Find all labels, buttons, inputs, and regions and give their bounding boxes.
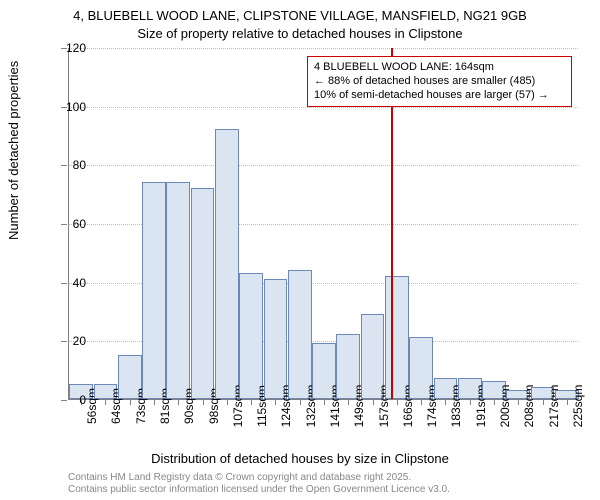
x-tick (348, 399, 349, 405)
x-tick (105, 399, 106, 405)
x-tick (494, 399, 495, 405)
y-tick-label: 20 (73, 334, 86, 348)
x-tick (324, 399, 325, 405)
y-tick (61, 400, 67, 401)
x-tick (154, 399, 155, 405)
x-tick (373, 399, 374, 405)
chart-plot-area: 56sqm64sqm73sqm81sqm90sqm98sqm107sqm115s… (68, 48, 578, 400)
annotation-box: 4 BLUEBELL WOOD LANE: 164sqm← 88% of det… (307, 56, 572, 107)
annotation-line: 10% of semi-detached houses are larger (… (314, 89, 565, 103)
x-tick (178, 399, 179, 405)
x-tick (300, 399, 301, 405)
x-tick (518, 399, 519, 405)
title-line-2: Size of property relative to detached ho… (0, 26, 600, 41)
y-tick-label: 100 (66, 100, 86, 114)
x-tick (445, 399, 446, 405)
x-tick (251, 399, 252, 405)
y-tick (61, 283, 67, 284)
x-tick (421, 399, 422, 405)
x-tick (470, 399, 471, 405)
attribution-line-1: Contains HM Land Registry data © Crown c… (68, 472, 450, 484)
attribution-line-2: Contains public sector information licen… (68, 484, 450, 496)
y-axis-label: Number of detached properties (6, 61, 21, 240)
x-tick (130, 399, 131, 405)
x-tick (543, 399, 544, 405)
gridline (69, 48, 578, 49)
histogram-bar (166, 182, 190, 399)
x-tick (275, 399, 276, 405)
x-tick (227, 399, 228, 405)
histogram-bar (215, 129, 239, 399)
y-tick-label: 120 (66, 41, 86, 55)
histogram-bar (288, 270, 312, 399)
y-tick-label: 40 (73, 276, 86, 290)
annotation-line: ← 88% of detached houses are smaller (48… (314, 75, 565, 89)
histogram-bar (191, 188, 215, 399)
title-line-1: 4, BLUEBELL WOOD LANE, CLIPSTONE VILLAGE… (0, 8, 600, 23)
x-tick (567, 399, 568, 405)
gridline (69, 165, 578, 166)
y-tick (61, 165, 67, 166)
x-tick (397, 399, 398, 405)
histogram-bar (385, 276, 409, 399)
y-tick (61, 224, 67, 225)
x-tick-label: 225sqm (571, 385, 585, 428)
y-tick-label: 60 (73, 217, 86, 231)
y-tick-label: 80 (73, 158, 86, 172)
x-tick (203, 399, 204, 405)
y-tick-label: 0 (79, 393, 86, 407)
histogram-bar (239, 273, 263, 399)
histogram-bar (264, 279, 288, 399)
x-axis-label: Distribution of detached houses by size … (0, 451, 600, 466)
attribution-text: Contains HM Land Registry data © Crown c… (68, 472, 450, 496)
histogram-bar (142, 182, 166, 399)
annotation-line: 4 BLUEBELL WOOD LANE: 164sqm (314, 61, 565, 75)
y-tick (61, 341, 67, 342)
